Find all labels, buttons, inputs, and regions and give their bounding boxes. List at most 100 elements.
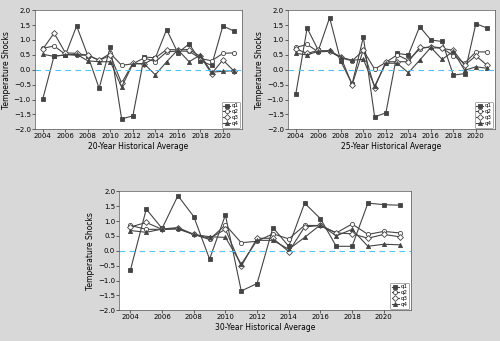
q2 [186, 49, 192, 53]
q2 [349, 222, 355, 226]
q3 [220, 58, 226, 62]
q3 [333, 231, 339, 235]
q1 [326, 16, 332, 20]
q2 [238, 241, 244, 245]
q4 [254, 238, 260, 242]
Line: q3: q3 [128, 220, 402, 268]
q2 [74, 54, 80, 58]
q1 [396, 203, 402, 207]
q2 [316, 50, 322, 54]
q1 [198, 59, 203, 63]
q1 [428, 38, 434, 42]
q3 [175, 48, 181, 52]
q1 [333, 244, 339, 248]
q3 [383, 60, 389, 64]
q2 [159, 227, 165, 232]
q1 [62, 53, 68, 57]
q3 [159, 227, 165, 232]
q4 [270, 238, 276, 242]
q2 [164, 50, 170, 54]
q1 [186, 42, 192, 46]
q2 [450, 54, 456, 58]
q1 [128, 268, 134, 272]
q4 [318, 223, 324, 227]
q4 [130, 62, 136, 66]
Legend: q1, q2, q3, q4: q1, q2, q3, q4 [222, 102, 240, 128]
q3 [118, 81, 124, 85]
q1 [318, 217, 324, 221]
q3 [130, 61, 136, 65]
q2 [406, 58, 411, 62]
q3 [144, 220, 150, 224]
q3 [365, 236, 371, 240]
q3 [191, 232, 197, 236]
Line: q4: q4 [294, 45, 489, 88]
q2 [360, 48, 366, 53]
q2 [286, 237, 292, 241]
q4 [394, 61, 400, 65]
q2 [394, 53, 400, 57]
q2 [318, 223, 324, 227]
q2 [428, 45, 434, 49]
q4 [159, 227, 165, 231]
q1 [222, 213, 228, 217]
q1 [406, 53, 411, 57]
q2 [198, 56, 203, 60]
q2 [473, 50, 479, 54]
q2 [326, 49, 332, 53]
q1 [118, 117, 124, 121]
q3 [360, 47, 366, 51]
q3 [128, 225, 134, 229]
q3 [338, 55, 344, 59]
q1 [462, 72, 468, 76]
q2 [293, 45, 299, 49]
q2 [349, 59, 355, 63]
q1 [416, 25, 422, 29]
q3 [62, 51, 68, 55]
q1 [206, 257, 212, 261]
q4 [383, 61, 389, 65]
q2 [141, 56, 147, 60]
q3 [439, 46, 445, 50]
Line: q2: q2 [41, 44, 236, 68]
q4 [152, 73, 158, 77]
q1 [439, 40, 445, 44]
q3 [406, 60, 411, 64]
q2 [62, 52, 68, 56]
q1 [220, 24, 226, 28]
q4 [238, 262, 244, 266]
q3 [108, 54, 114, 58]
q1 [316, 48, 322, 53]
q1 [338, 59, 344, 63]
Line: q1: q1 [41, 24, 236, 121]
X-axis label: 25-Year Historical Average: 25-Year Historical Average [342, 142, 442, 151]
q3 [484, 63, 490, 68]
q1 [238, 289, 244, 293]
q4 [206, 235, 212, 239]
q2 [206, 237, 212, 241]
q1 [349, 244, 355, 248]
q4 [349, 58, 355, 62]
q1 [254, 281, 260, 285]
q4 [316, 49, 322, 53]
q3 [372, 86, 378, 90]
q4 [360, 57, 366, 61]
q4 [164, 60, 170, 64]
q3 [222, 227, 228, 232]
q2 [175, 49, 181, 53]
Line: q4: q4 [41, 48, 236, 89]
q3 [381, 232, 387, 236]
q1 [208, 63, 214, 68]
q3 [316, 48, 322, 53]
q1 [304, 26, 310, 30]
q4 [338, 55, 344, 59]
q1 [130, 114, 136, 118]
q2 [333, 231, 339, 235]
q4 [349, 227, 355, 232]
q3 [394, 60, 400, 64]
q3 [349, 83, 355, 87]
q1 [365, 201, 371, 205]
q4 [302, 235, 308, 239]
q1 [450, 73, 456, 77]
q1 [164, 28, 170, 32]
